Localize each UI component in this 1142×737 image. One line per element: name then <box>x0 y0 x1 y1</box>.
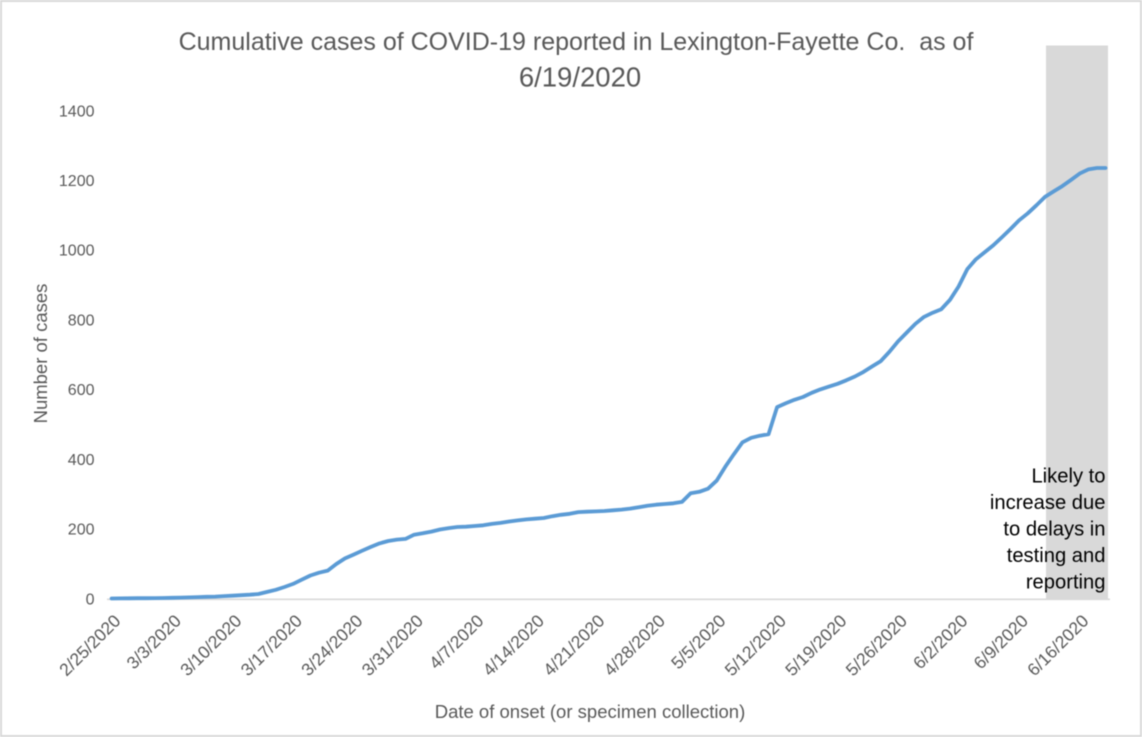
svg-text:Likely to: Likely to <box>1031 466 1105 488</box>
svg-text:reporting: reporting <box>1026 572 1106 594</box>
svg-text:testing and: testing and <box>1007 545 1106 567</box>
svg-text:400: 400 <box>68 452 95 469</box>
svg-text:1400: 1400 <box>59 103 95 120</box>
svg-text:1000: 1000 <box>59 243 95 260</box>
svg-text:Cumulative cases of COVID-19 r: Cumulative cases of COVID-19 reported in… <box>179 28 974 56</box>
svg-text:Number of cases: Number of cases <box>30 284 51 424</box>
svg-text:to delays in: to delays in <box>1003 519 1105 541</box>
svg-text:Date of onset (or specimen col: Date of onset (or specimen collection) <box>435 701 746 722</box>
svg-text:200: 200 <box>68 522 95 539</box>
svg-text:0: 0 <box>86 591 95 608</box>
svg-text:800: 800 <box>68 312 95 329</box>
svg-text:increase due: increase due <box>990 492 1106 514</box>
svg-text:6/19/2020: 6/19/2020 <box>519 62 641 93</box>
svg-text:600: 600 <box>68 382 95 399</box>
svg-text:1200: 1200 <box>59 173 95 190</box>
